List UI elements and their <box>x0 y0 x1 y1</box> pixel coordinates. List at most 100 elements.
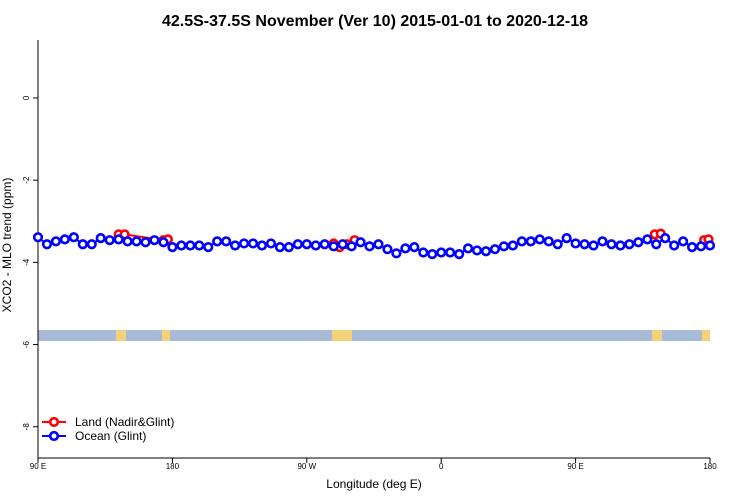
data-point <box>238 238 250 249</box>
data-point <box>400 243 411 254</box>
data-point <box>50 236 62 247</box>
data-point <box>669 240 680 251</box>
data-point <box>409 242 420 253</box>
y-tick-label: -6 <box>22 340 31 348</box>
data-point <box>310 240 321 251</box>
y-tick-label: 0 <box>22 95 31 100</box>
data-point <box>167 242 178 253</box>
data-point <box>194 240 205 251</box>
data-point <box>480 246 492 257</box>
data-point <box>633 237 644 248</box>
data-point <box>319 239 330 250</box>
x-tick-label: 180 <box>703 462 717 471</box>
chart-title: 42.5S-37.5S November (Ver 10) 2015-01-01… <box>162 13 588 30</box>
data-point <box>570 238 581 249</box>
data-point <box>41 239 53 250</box>
data-point <box>498 241 510 252</box>
data-point <box>176 240 187 251</box>
x-tick-label: 180 <box>166 462 180 471</box>
legend-label: Land (Nadir&Glint) <box>75 415 174 429</box>
data-point <box>32 232 44 243</box>
data-point <box>95 233 106 244</box>
data-point <box>230 240 241 251</box>
data-point <box>579 239 590 250</box>
legend-marker <box>48 430 60 442</box>
land-patch <box>162 330 170 341</box>
data-point <box>534 234 545 245</box>
data-point <box>445 247 456 258</box>
data-point <box>391 248 402 259</box>
data-point <box>507 240 518 251</box>
data-point <box>454 249 465 260</box>
data-point <box>247 238 259 249</box>
land-patch <box>116 330 126 341</box>
data-point <box>695 241 707 252</box>
land-mask <box>116 330 710 341</box>
data-point <box>274 242 286 253</box>
data-point <box>552 239 563 250</box>
data-point <box>418 247 429 258</box>
data-point <box>256 240 268 251</box>
data-point <box>104 235 115 246</box>
data-point <box>462 243 474 254</box>
x-tick-label: 90 E <box>30 462 46 471</box>
data-point <box>301 239 312 250</box>
data-point <box>292 239 303 250</box>
data-point <box>615 240 626 251</box>
data-point <box>131 236 142 247</box>
land-patch <box>702 330 710 341</box>
data-point <box>337 239 348 250</box>
data-point <box>525 236 536 247</box>
data-point <box>265 238 277 249</box>
data-point <box>516 236 527 247</box>
y-axis-label: XCO2 - MLO trend (ppm) <box>0 178 14 313</box>
y-tick-label: -4 <box>22 258 31 266</box>
x-axis-label: Longitude (deg E) <box>326 477 421 491</box>
data-point <box>86 239 97 250</box>
data-point <box>561 233 572 244</box>
land-patch <box>332 330 352 341</box>
data-point <box>660 233 671 244</box>
data-point <box>283 242 294 253</box>
data-point <box>140 237 151 248</box>
data-point <box>203 242 214 253</box>
x-tick-label: 90 W <box>297 462 316 471</box>
data-point <box>651 239 662 250</box>
data-point <box>489 244 501 255</box>
data-point <box>704 240 716 251</box>
data-point <box>212 236 223 247</box>
data-point <box>624 239 635 250</box>
data-point <box>149 235 160 246</box>
data-point <box>686 242 698 253</box>
data-point <box>436 247 447 258</box>
land-patch <box>652 330 662 341</box>
data-point <box>642 234 653 245</box>
data-point <box>77 239 88 250</box>
data-point <box>113 234 124 245</box>
data-point <box>328 241 339 252</box>
surface-band <box>38 330 710 341</box>
legend-label: Ocean (Glint) <box>75 429 146 443</box>
y-tick-label: -8 <box>22 423 31 431</box>
data-point <box>346 241 357 252</box>
data-point <box>678 236 689 247</box>
data-point <box>221 236 232 247</box>
y-tick-label: -2 <box>22 176 31 184</box>
data-point <box>543 236 554 247</box>
data-point <box>68 232 79 243</box>
data-point <box>606 239 617 250</box>
data-point <box>355 237 366 248</box>
data-point <box>158 237 169 248</box>
x-tick-label: 0 <box>439 462 444 471</box>
data-point <box>364 241 375 252</box>
data-point <box>471 245 483 256</box>
data-point <box>597 236 608 247</box>
data-point <box>59 234 70 245</box>
x-tick-label: 90 E <box>567 462 583 471</box>
data-point <box>373 239 384 250</box>
legend-marker <box>48 416 60 428</box>
data-point <box>588 240 599 251</box>
data-point <box>382 244 393 255</box>
data-point <box>427 249 438 260</box>
